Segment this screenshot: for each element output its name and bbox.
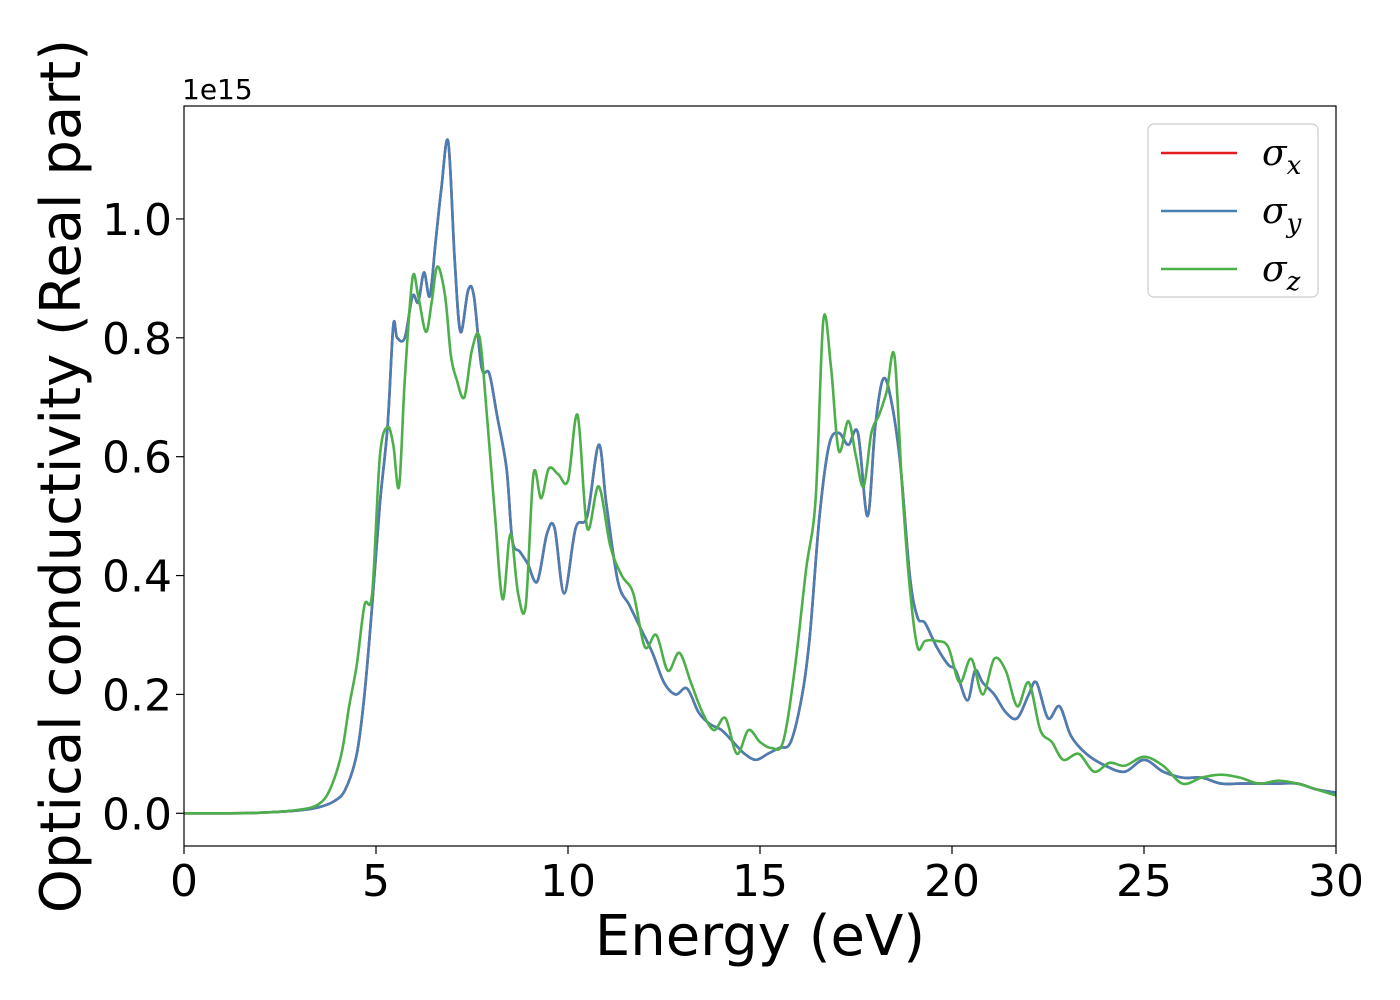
x-tick-label: 15: [732, 856, 788, 907]
x-tick-label: 0: [170, 856, 198, 907]
x-tick-label: 10: [540, 856, 596, 907]
y-tick-label: 0.4: [102, 552, 172, 603]
y-tick-label: 0.2: [102, 670, 172, 721]
y-tick-label: 0.8: [102, 314, 172, 365]
y-tick-label: 0.0: [102, 789, 172, 840]
series-layer: [184, 138, 1336, 815]
y-tick-label: 1.0: [102, 195, 172, 246]
y-offset-text: 1e15: [182, 73, 253, 106]
x-tick-label: 25: [1116, 856, 1172, 907]
x-tick-label: 5: [362, 856, 390, 907]
x-axis: 0 5 10 15 20 25 30: [170, 846, 1364, 907]
y-axis: 0.0 0.2 0.4 0.6 0.8 1.0: [102, 195, 184, 840]
x-tick-label: 20: [924, 856, 980, 907]
y-tick-label: 0.6: [102, 433, 172, 484]
series-line-z: [184, 265, 1336, 815]
x-axis-title: Energy (eV): [595, 904, 925, 969]
x-tick-label: 30: [1308, 856, 1364, 907]
y-axis-title: Optical conductivity (Real part): [29, 39, 94, 913]
